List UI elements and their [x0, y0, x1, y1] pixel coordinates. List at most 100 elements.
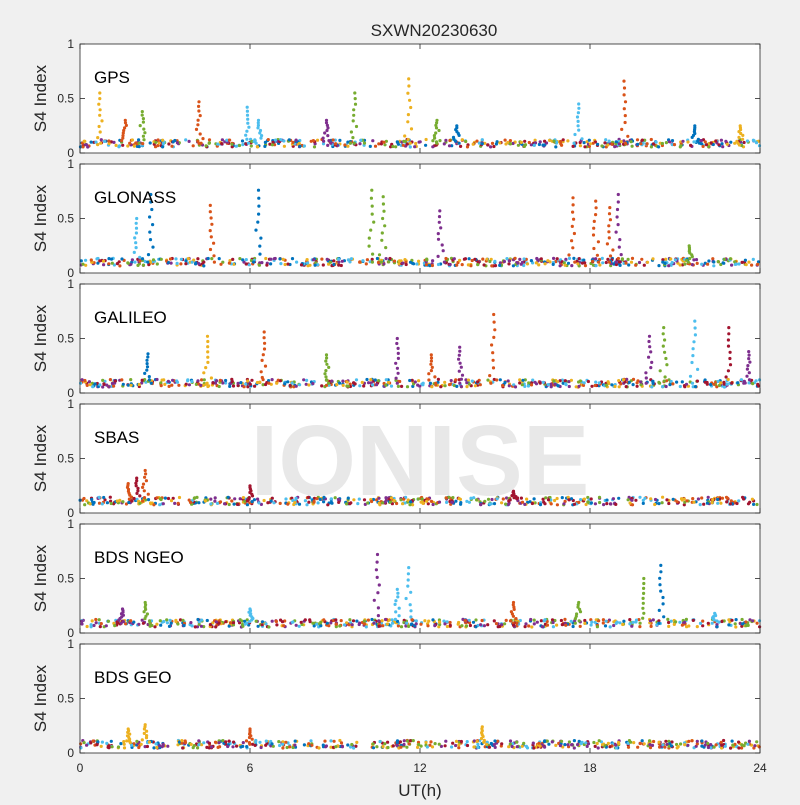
data-point [291, 498, 295, 503]
data-point [369, 378, 373, 382]
data-point [515, 745, 519, 749]
data-point [355, 740, 359, 745]
data-point [235, 744, 239, 748]
data-point [184, 138, 188, 142]
y-tick-label: 1 [67, 157, 74, 171]
data-point [457, 141, 461, 145]
data-point [642, 611, 646, 615]
data-point [747, 378, 752, 382]
data-point [530, 625, 534, 629]
data-point [267, 381, 271, 385]
data-point [169, 261, 173, 265]
data-point [176, 622, 180, 626]
data-point [317, 746, 321, 750]
data-point [155, 622, 159, 626]
data-point [140, 113, 144, 117]
data-point [327, 624, 331, 628]
plot-area [80, 404, 760, 513]
data-point [129, 619, 133, 623]
data-point [271, 744, 275, 748]
data-point [97, 124, 101, 129]
data-point [569, 497, 574, 501]
data-point [196, 123, 200, 127]
data-point [360, 380, 364, 384]
data-point [244, 739, 249, 743]
data-point [690, 360, 694, 365]
data-point [455, 384, 459, 388]
data-point [97, 618, 101, 622]
data-point [405, 142, 409, 146]
data-point [349, 501, 353, 505]
data-point [138, 494, 142, 498]
data-point [534, 261, 539, 265]
data-point [272, 257, 276, 261]
data-point [669, 619, 673, 623]
data-point [573, 621, 577, 625]
data-point [616, 740, 621, 745]
data-point [375, 560, 379, 564]
data-point [239, 381, 243, 385]
data-point [324, 118, 329, 122]
data-point [315, 138, 320, 142]
data-point [409, 127, 414, 131]
data-point [600, 256, 604, 260]
data-point [581, 383, 586, 387]
data-point [109, 257, 114, 261]
data-point [592, 246, 596, 251]
data-point [457, 743, 461, 747]
data-point [678, 384, 682, 389]
data-point [218, 378, 222, 382]
data-point [155, 262, 159, 266]
data-point [492, 144, 496, 149]
data-point [605, 498, 609, 502]
data-point [240, 139, 245, 143]
data-point [114, 143, 118, 147]
data-point [241, 143, 245, 147]
data-point [338, 624, 342, 628]
data-point [326, 126, 330, 130]
data-point [470, 258, 474, 263]
y-tick-label: 0 [67, 146, 74, 160]
data-point [346, 384, 350, 388]
data-point [431, 259, 435, 263]
data-point [653, 497, 658, 502]
data-point [339, 263, 343, 268]
data-point [490, 497, 494, 502]
data-point [451, 135, 456, 139]
data-point [258, 740, 262, 744]
data-point [345, 502, 349, 506]
data-point [459, 377, 463, 381]
data-point [538, 140, 542, 144]
data-point [92, 623, 96, 628]
data-point [206, 355, 210, 359]
data-point [676, 745, 680, 749]
data-point [447, 383, 452, 387]
data-point [386, 745, 390, 750]
data-point [227, 261, 231, 265]
data-point [212, 254, 216, 258]
data-point [373, 378, 377, 382]
data-point [572, 739, 577, 743]
panel-label: GLONASS [94, 188, 176, 207]
data-point [246, 121, 250, 125]
data-point [678, 620, 682, 624]
y-tick-label: 0 [67, 386, 74, 400]
data-point [563, 499, 567, 503]
data-point [667, 140, 672, 144]
data-point [498, 624, 502, 629]
data-point [115, 262, 119, 266]
x-tick-label: 6 [247, 761, 254, 775]
data-point [153, 145, 158, 149]
data-point [636, 142, 640, 146]
data-point [571, 196, 575, 200]
data-point [246, 117, 250, 121]
data-point [556, 384, 560, 388]
data-point [593, 383, 597, 388]
data-point [178, 618, 183, 622]
data-point [221, 739, 225, 743]
data-point [179, 262, 183, 266]
data-point [213, 740, 218, 744]
data-point [572, 256, 576, 260]
data-point [245, 113, 250, 117]
